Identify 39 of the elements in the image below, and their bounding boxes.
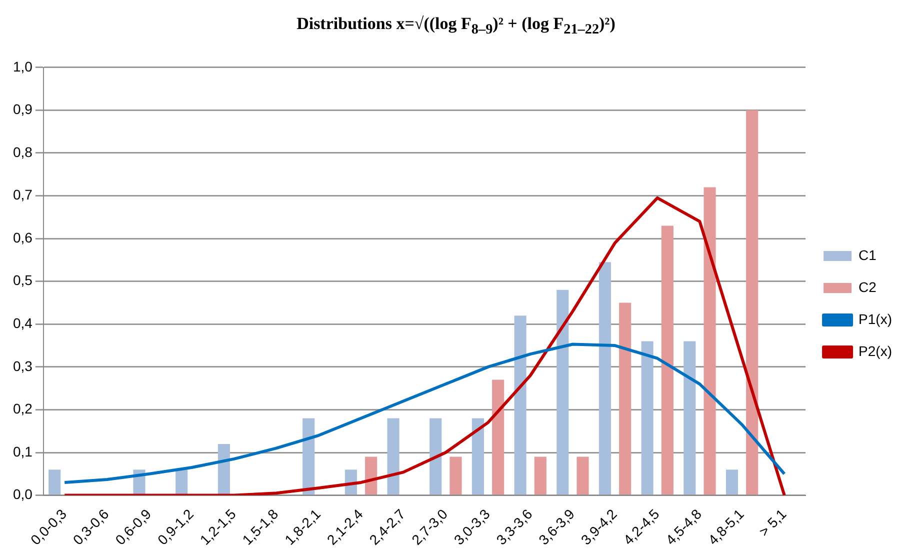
y-tick-label: 0,4 (12, 315, 33, 331)
y-tick-label: 0,1 (12, 443, 33, 460)
bar (492, 380, 504, 495)
bar (387, 418, 400, 495)
chart-title: Distributions x=√((log F$_{8–9}$)² + (log F$_{21–22}$)²) (296, 14, 616, 38)
bar (556, 290, 569, 495)
bar (704, 187, 716, 495)
bar (365, 456, 378, 495)
legend-label: C1 (858, 246, 877, 263)
bar (619, 302, 632, 495)
y-tick-label: 0,0 (12, 486, 33, 502)
bar (641, 341, 654, 495)
y-tick-label: 0,2 (12, 400, 33, 417)
bar (661, 226, 674, 495)
bar (472, 418, 484, 495)
y-tick-label: 0,8 (12, 144, 33, 160)
legend-label: P2(x) (858, 342, 892, 359)
bar (726, 470, 738, 495)
y-tick-label: 0,6 (12, 229, 33, 246)
bar (302, 418, 315, 495)
legend-label: P1(x) (858, 310, 892, 327)
y-tick-label: 1,0 (12, 58, 33, 74)
bar (534, 456, 546, 495)
bar (48, 470, 61, 495)
bar (576, 456, 589, 495)
y-tick-label: 0,5 (12, 272, 33, 288)
x-tick-label: > 5,1 (756, 506, 790, 540)
legend-label: C2 (858, 278, 877, 295)
bar (176, 470, 188, 495)
y-tick-label: 0,7 (12, 186, 33, 203)
bar (218, 444, 230, 495)
bar (514, 316, 526, 495)
bar (598, 262, 612, 495)
bar (430, 418, 442, 495)
y-tick-label: 0,3 (12, 358, 33, 374)
bar (684, 341, 696, 495)
bar (450, 456, 462, 495)
bar (746, 110, 758, 495)
y-tick-label: 0,9 (12, 101, 33, 118)
